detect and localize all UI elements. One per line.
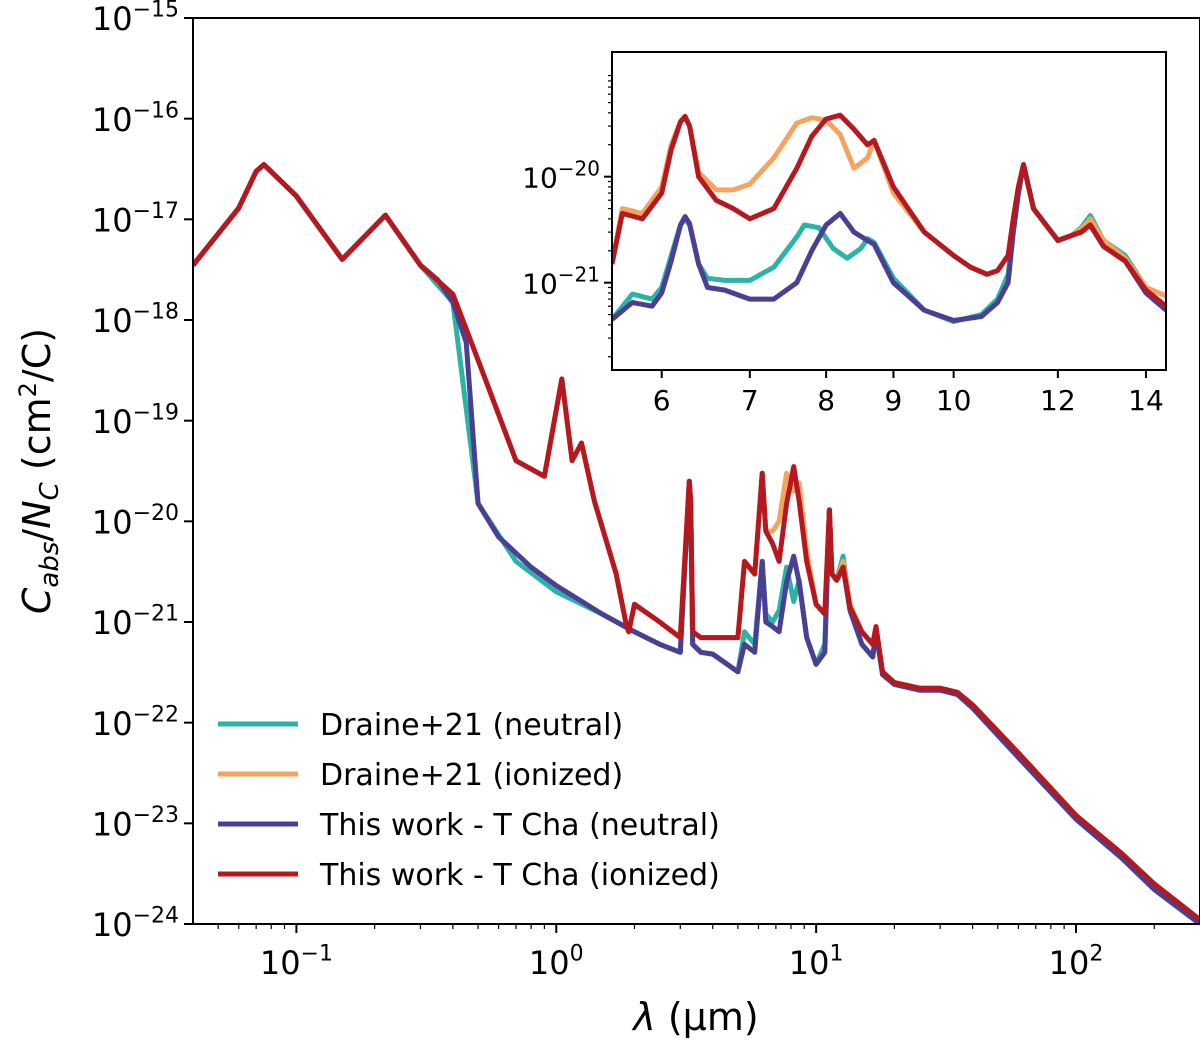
inset-x-tick-label: 7 [741,384,759,417]
legend-label-draine-neutral: Draine+21 (neutral) [320,708,623,743]
main-y-tick-label: 10−16 [92,98,179,138]
inset-x-tick-label: 9 [885,384,903,417]
inset-x-tick-label: 6 [653,384,671,417]
main-plot-panel: 10−1 100 101 102 10−2410−2310−2210−2110−201… [14,0,1200,1039]
y-label-slash: / [15,529,59,542]
legend-label-tcha-ionized: This work - T Cha (ionized) [319,858,720,893]
y-label-c: C [15,587,59,614]
main-y-tick-label: 10−20 [92,501,179,541]
y-label-sub-abs: abs [35,542,65,588]
inset-plot-panel: 6 7 8 9 10 12 14 10−21 10−20 [522,51,1167,417]
main-y-tick-label: 10−24 [92,904,179,944]
y-axis-label: Cabs/NC (cm2/C) [14,328,65,614]
x-axis-label-lambda: λ [631,995,656,1039]
inset-x-tick-label: 12 [1040,384,1076,417]
main-y-tick-label: 10−21 [92,602,179,642]
main-x-tick-label: 10−1 [260,942,333,982]
main-y-tick-label: 10−23 [92,803,179,843]
y-label-sup-2: 2 [14,382,42,397]
main-y-tick-label: 10−18 [92,300,179,340]
legend-label-draine-ionized: Draine+21 (ionized) [320,758,623,793]
inset-x-tick-label: 14 [1128,384,1164,417]
main-plot-frame [192,17,1200,925]
inset-y-tick-label: 10−20 [522,157,600,195]
main-x-tick-label: 102 [1049,942,1104,982]
main-x-tick-label: 101 [789,942,844,982]
inset-y-tick-label: 10−21 [522,263,600,301]
main-series-this-work-t-cha-ionized [193,162,1200,922]
legend: Draine+21 (neutral) Draine+21 (ionized) … [218,708,720,893]
main-x-tick-label: 100 [529,942,584,982]
inset-series-this-work-t-cha-ionized [612,112,1166,309]
main-y-tick-label: 10−19 [92,400,179,440]
y-label-sub-c: C [35,481,65,500]
inset-x-tick-label: 8 [817,384,835,417]
x-axis-label-unit: (μm) [656,995,759,1039]
inset-plot-frame [611,51,1167,371]
main-y-tick-label: 10−17 [92,199,179,239]
y-label-unit: (cm [15,397,59,482]
main-y-tick-label: 10−15 [92,0,179,38]
inset-x-tick-label: 10 [936,384,972,417]
legend-label-tcha-neutral: This work - T Cha (neutral) [319,808,720,843]
main-y-tick-label: 10−22 [92,702,179,742]
y-label-n: N [15,500,59,528]
y-label-tail: /C) [15,328,59,382]
x-axis-label: λ (μm) [631,995,758,1039]
inset-background [612,52,1166,370]
